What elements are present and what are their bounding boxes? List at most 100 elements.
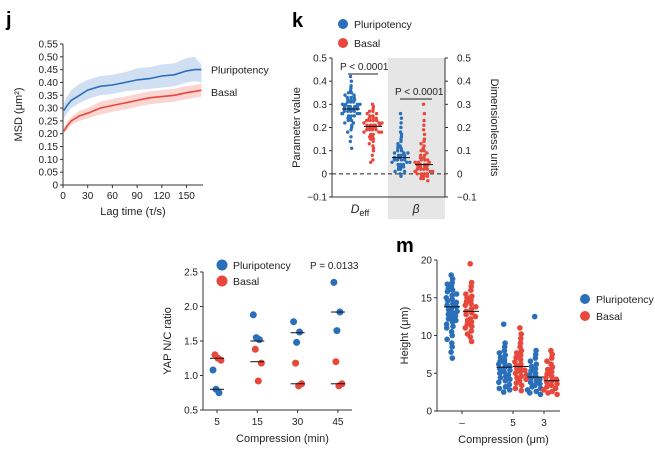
- point-m: [450, 323, 456, 330]
- point-m: [502, 373, 509, 380]
- point-k: [348, 74, 353, 79]
- point-m: [502, 384, 509, 390]
- point-l: [330, 278, 338, 286]
- y2-axis-title-k: Dimensionless units: [488, 79, 500, 177]
- y-tick-label-k: 0.4: [313, 77, 327, 88]
- point-m: [454, 308, 460, 315]
- point-m: [500, 389, 507, 395]
- point-m: [449, 319, 456, 325]
- y-tick-label-j: 0.50: [39, 52, 59, 63]
- point-k: [367, 109, 372, 114]
- point-m: [463, 311, 469, 318]
- y-axis-title-l: YAP N/C ratio: [162, 307, 174, 374]
- y2-tick-label-k: 0.1: [457, 146, 471, 157]
- point-m: [468, 328, 475, 334]
- point-k: [352, 109, 356, 114]
- point-k: [413, 169, 417, 174]
- point-k: [362, 121, 366, 125]
- point-m: [445, 307, 452, 313]
- legend-label-l: Basal: [233, 276, 259, 288]
- point-l: [332, 358, 340, 366]
- point-k: [408, 160, 412, 164]
- point-m: [532, 355, 539, 361]
- category-label-k: β: [412, 202, 420, 216]
- point-k: [406, 151, 410, 155]
- y-axis-title-k: Parameter value: [291, 87, 303, 168]
- point-k: [401, 165, 406, 169]
- point-k: [419, 158, 423, 162]
- point-m: [544, 358, 550, 365]
- point-k: [431, 169, 435, 174]
- point-k: [371, 139, 375, 144]
- point-k: [352, 114, 356, 118]
- point-k: [371, 149, 376, 153]
- point-m: [554, 381, 560, 387]
- point-k: [421, 128, 426, 132]
- x-tick-label-l: 15: [252, 417, 264, 428]
- point-m: [507, 367, 513, 374]
- point-k: [358, 102, 362, 107]
- point-m: [449, 355, 456, 361]
- point-k: [368, 137, 373, 141]
- point-l: [290, 318, 298, 326]
- y2-tick-label-k: 0.4: [457, 77, 471, 88]
- y2-tick-label-k: 0.2: [457, 123, 471, 134]
- point-k: [349, 135, 353, 139]
- x-tick-label-m: 5: [510, 418, 516, 429]
- y-axis-title-m: Height (μm): [399, 307, 411, 365]
- point-m: [496, 350, 503, 356]
- point-k: [343, 121, 347, 125]
- point-k: [343, 93, 347, 97]
- y-tick-label-m: 20: [421, 256, 433, 267]
- point-k: [390, 160, 394, 164]
- point-m: [543, 375, 549, 381]
- point-k: [348, 139, 352, 144]
- y-tick-label-j: 0: [52, 181, 58, 192]
- point-m: [512, 385, 519, 392]
- point-l: [254, 377, 262, 385]
- point-k: [374, 111, 379, 116]
- point-l: [296, 328, 304, 336]
- point-k: [425, 174, 430, 178]
- point-m: [513, 380, 520, 386]
- point-m: [548, 382, 555, 389]
- point-m: [518, 373, 524, 380]
- point-k: [425, 172, 429, 176]
- panel-label-k: k: [292, 10, 304, 32]
- point-m: [507, 376, 513, 383]
- point-k: [421, 102, 426, 107]
- x-tick-label-m: –: [459, 418, 465, 429]
- y-tick-label-m: 15: [421, 293, 433, 304]
- legend-label-k: Basal: [354, 38, 380, 50]
- y-tick-label-j: 0.45: [39, 65, 59, 76]
- point-m: [469, 323, 475, 330]
- x-tick-label-j: 150: [178, 191, 195, 202]
- line-basal: [63, 89, 202, 132]
- x-tick-label-j: 60: [107, 191, 119, 202]
- point-k: [346, 100, 350, 104]
- y2-tick-label-k: 0.5: [457, 54, 471, 65]
- point-m: [533, 361, 540, 368]
- point-k: [371, 158, 375, 162]
- point-m: [449, 287, 456, 294]
- point-k: [368, 118, 372, 123]
- point-k: [405, 160, 409, 164]
- point-k: [399, 149, 404, 153]
- point-m: [467, 334, 474, 340]
- point-k: [419, 167, 423, 171]
- point-m: [549, 364, 556, 371]
- x-axis-title-m: Compression (μm): [458, 434, 549, 446]
- point-m: [517, 352, 524, 358]
- point-k: [367, 142, 371, 146]
- beta-shade: [388, 58, 445, 219]
- y-tick-label-j: 0.15: [39, 142, 59, 153]
- point-m: [501, 368, 507, 375]
- y-tick-label-j: 0.20: [39, 129, 59, 140]
- category-label-k: Deff: [351, 202, 370, 218]
- point-m: [468, 301, 474, 307]
- y-tick-label-k: 0.2: [313, 123, 327, 134]
- point-k: [399, 132, 404, 137]
- y-tick-label-l: 2.0: [184, 302, 198, 313]
- point-m: [449, 344, 456, 350]
